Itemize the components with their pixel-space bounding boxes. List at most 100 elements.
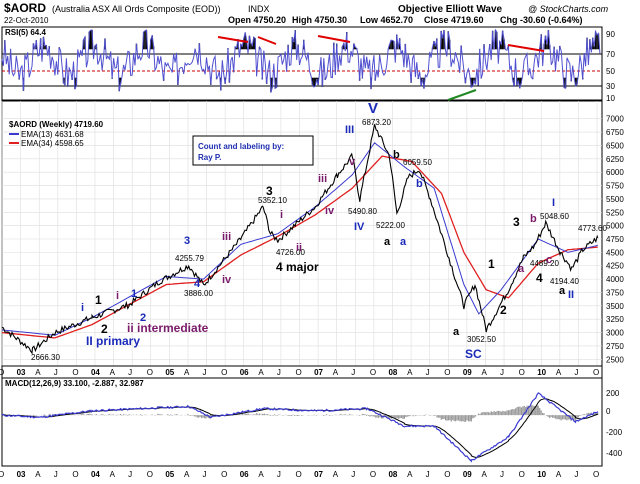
date-tick-label: O <box>0 368 4 377</box>
macd-panel <box>1 377 603 467</box>
wave-label-4-major: 4 major <box>276 260 319 274</box>
bottom-date-tick-label: 05 <box>165 470 174 479</box>
date-tick-label: O <box>296 368 302 377</box>
bottom-date-tick-label: 10 <box>537 470 546 479</box>
bottom-date-tick-label: O <box>519 470 525 479</box>
wave-label-v-2007: v <box>349 156 356 168</box>
price-label-4489: 4489.20 <box>530 259 559 268</box>
date-tick-label: J <box>54 368 58 377</box>
symbol: $AORD <box>4 1 46 15</box>
credit-box <box>192 135 314 166</box>
date-tick-label: A <box>258 368 264 377</box>
bottom-date-tick-label: O <box>370 470 376 479</box>
date-tick-label: A <box>110 368 116 377</box>
date-tick-label: J <box>203 368 207 377</box>
macd-tick-neg200: -200 <box>606 428 623 437</box>
bottom-date-tick-label: O <box>72 470 78 479</box>
date-tick-label: J <box>426 368 430 377</box>
price-label-4194: 4194.40 <box>550 277 579 286</box>
wave-label-V: V <box>368 100 378 117</box>
bottom-date-tick-label: J <box>500 470 504 479</box>
rsi-divergence-2 <box>257 36 277 45</box>
bottom-date-tick-label: A <box>35 470 41 479</box>
bottom-date-tick-label: J <box>351 470 355 479</box>
bottom-date-tick-label: O <box>0 470 4 479</box>
bottom-date-axis-labels: O 03 A J O 04 A J O 05 A J O 06 A J O 07 A J O 08 A J O 09 A J O 10 A J… <box>0 470 599 479</box>
bottom-date-tick-label: A <box>556 470 562 479</box>
chg-value: Chg -30.60 (-0.64%) <box>500 15 583 25</box>
date-tick-label: O <box>593 368 599 377</box>
bottom-date-tick-label: J <box>426 470 430 479</box>
price-tick-label: 4000 <box>606 275 624 284</box>
wave-label-II-primary: II primary <box>86 334 140 348</box>
date-tick-label: 04 <box>91 368 100 377</box>
ema34-line <box>1 155 598 339</box>
chart-title: Objective Elliott Wave <box>398 4 503 15</box>
date-tick-label: A <box>184 368 190 377</box>
price-tick-label: 3250 <box>606 315 624 324</box>
price-tick-label: 3750 <box>606 288 624 297</box>
rsi-bullish-divergence <box>447 89 477 101</box>
bottom-date-tick-label: J <box>277 470 281 479</box>
date-tick-label: O <box>147 368 153 377</box>
wave-label-3-black-2009: 3 <box>513 215 520 229</box>
rsi-tick-90: 90 <box>606 30 615 39</box>
wave-label-iii-2007: iii <box>318 173 327 185</box>
bottom-date-tick-label: A <box>110 470 116 479</box>
date-tick-label: 07 <box>314 368 323 377</box>
rsi-divergence-4 <box>507 44 545 52</box>
price-gridlines <box>2 118 602 360</box>
date-tick-label: 09 <box>463 368 472 377</box>
wave-label-2-black: 2 <box>101 322 108 336</box>
price-label-6059: 6059.50 <box>403 158 432 167</box>
date: 22-Oct-2010 <box>4 16 49 25</box>
price-tick-label: 7000 <box>606 115 624 124</box>
macd-label: MACD(12,26,9) 33.100, -2.887, 32.987 <box>5 379 144 388</box>
bottom-date-tick-label: A <box>481 470 487 479</box>
wave-label-SC: SC <box>465 347 482 361</box>
wave-label-iii-2005: iii <box>222 231 231 243</box>
date-tick-label: O <box>221 368 227 377</box>
date-tick-label: 08 <box>388 368 397 377</box>
high-value: High 4750.30 <box>292 15 347 25</box>
price-tick-label: 6250 <box>606 155 624 164</box>
low-value: Low 4652.70 <box>360 15 413 25</box>
date-tick-label: A <box>333 368 339 377</box>
bottom-date-tick-label: 03 <box>17 470 26 479</box>
price-legend: $AORD (Weekly) 4719.60 <box>9 120 104 129</box>
price-tick-label: 2500 <box>606 355 624 364</box>
credit-line-2: Ray P. <box>198 153 221 162</box>
wave-label-III: III <box>345 124 354 136</box>
price-tick-label: 6500 <box>606 141 624 150</box>
price-label-4773: 4773.60 <box>578 224 607 233</box>
wave-label-a-black: a <box>384 236 391 248</box>
bottom-date-tick-label: O <box>444 470 450 479</box>
macd-tick-0: 0 <box>606 407 611 416</box>
price-line <box>1 124 599 355</box>
price-tick-label: 2750 <box>606 342 624 351</box>
price-label-6873: 6873.20 <box>362 118 391 127</box>
macd-line <box>1 392 599 463</box>
bottom-date-tick-label: O <box>593 470 599 479</box>
price-tick-label: 3500 <box>606 302 624 311</box>
wave-label-ii-intermediate: ii intermediate <box>127 321 209 335</box>
wave-label-1-black-2009: 1 <box>488 257 495 271</box>
bottom-date-tick-label: O <box>221 470 227 479</box>
wave-label-a-2010: a <box>518 263 525 275</box>
wave-label-b-black: b <box>393 149 400 161</box>
rsi-line <box>1 28 601 93</box>
date-tick-label: J <box>351 368 355 377</box>
date-tick-label: O <box>370 368 376 377</box>
price-tick-label: 4250 <box>606 262 624 271</box>
wave-label-2-black-2009: 2 <box>500 303 507 317</box>
rsi-tick-50: 50 <box>606 67 615 76</box>
date-tick-label: J <box>500 368 504 377</box>
wave-label-iv-2007: iv <box>325 205 335 217</box>
date-axis-labels: O 03 A J O 04 A J O 05 A J O 06 A J O 07 A J O 08 A J O 09 A J O 10 A J… <box>0 368 599 377</box>
wave-label-i-2006: i <box>280 209 283 221</box>
price-tick-label: 5000 <box>606 222 624 231</box>
price-label-5352: 5352.10 <box>258 196 287 205</box>
ema34-legend: EMA(34) 4598.65 <box>21 139 84 148</box>
wave-label-I: I <box>552 197 555 209</box>
